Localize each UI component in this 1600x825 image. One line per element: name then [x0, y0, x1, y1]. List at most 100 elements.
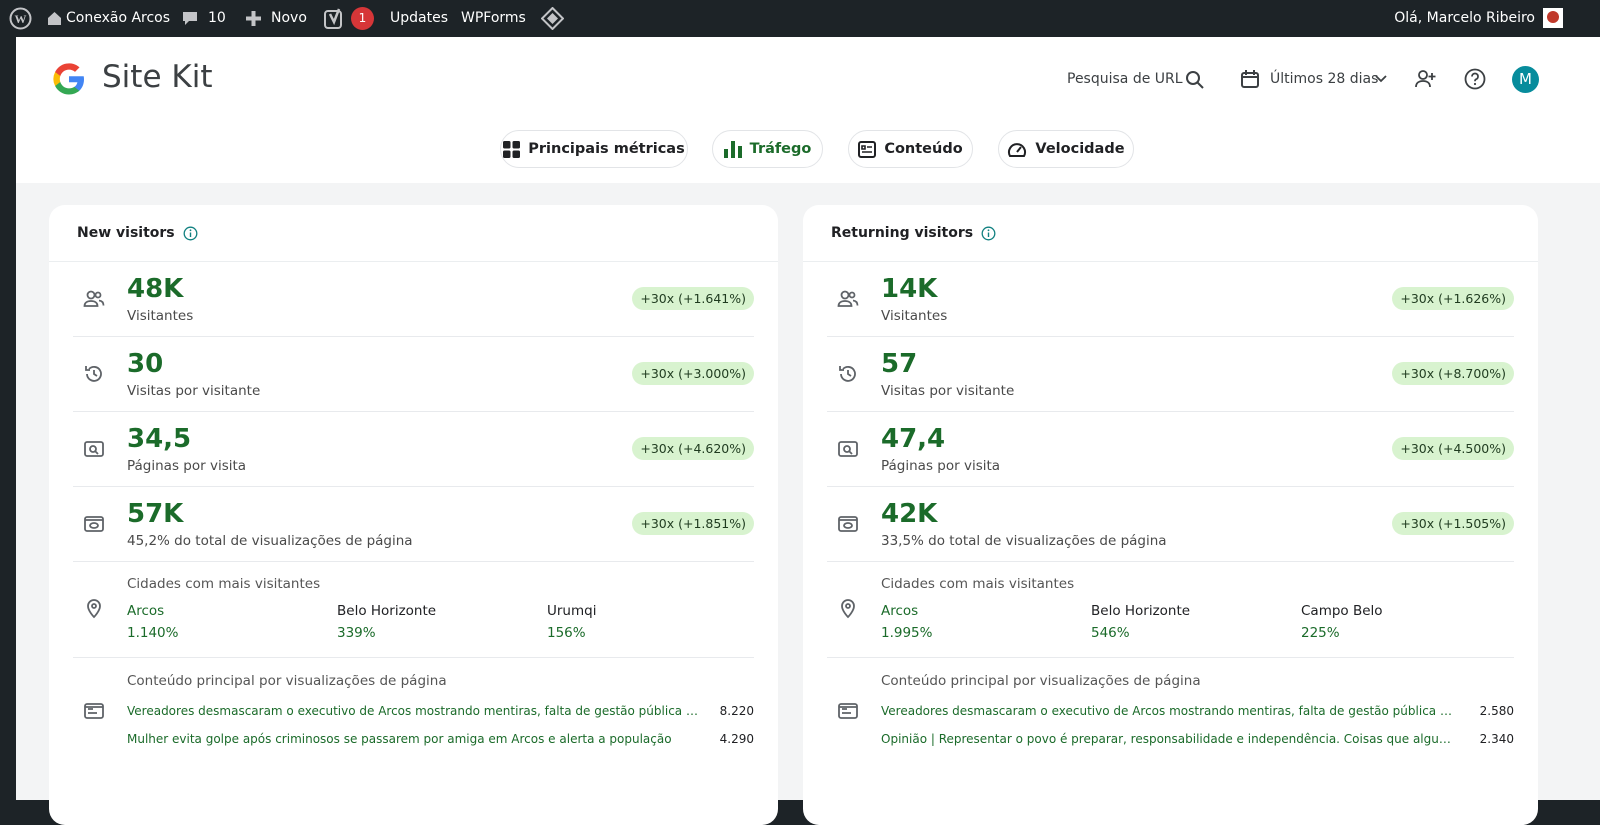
location-icon	[841, 599, 855, 619]
header: Site Kit Pesquisa de URL Últimos 28 dias…	[16, 37, 1600, 183]
metric-value: 30	[127, 349, 164, 379]
updates-link[interactable]: Updates	[390, 10, 448, 26]
change-badge: +30x (+3.000%)	[632, 362, 754, 385]
wpforms-link[interactable]: WPForms	[461, 10, 526, 26]
content-link[interactable]: Mulher evita golpe após criminosos se pa…	[127, 732, 672, 746]
tab[interactable]: Velocidade	[998, 130, 1134, 168]
metric-row: 34,5 Páginas por visita +30x (+4.620%)	[73, 412, 754, 487]
city-value: 546%	[1091, 625, 1130, 641]
city-value: 1.995%	[881, 625, 933, 641]
calendar-icon[interactable]	[1240, 69, 1260, 89]
card-header: Returning visitors	[803, 205, 1538, 262]
change-badge: +30x (+4.620%)	[632, 437, 754, 460]
help-icon[interactable]	[1464, 68, 1486, 90]
site-link[interactable]: Conexão Arcos	[66, 10, 171, 26]
widget-card: Returning visitors 14K Visitantes +30x (+1.…	[803, 205, 1538, 825]
content-section: Conteúdo principal por visualizações de …	[73, 658, 754, 768]
comments-count[interactable]: 10	[208, 10, 226, 26]
content-views: 2.340	[1479, 732, 1514, 746]
metric-icon	[839, 366, 856, 382]
change-badge: +30x (+1.851%)	[632, 512, 754, 535]
account-avatar[interactable]: M	[1512, 66, 1539, 93]
change-badge: +30x (+1.505%)	[1392, 512, 1514, 535]
home-icon	[48, 12, 61, 25]
tab-icon	[858, 140, 877, 158]
date-range[interactable]: Últimos 28 dias	[1270, 71, 1379, 87]
metric-icon	[837, 290, 859, 307]
card-body: 48K Visitantes +30x (+1.641%) 30 Visitas por…	[49, 262, 778, 768]
info-icon[interactable]	[183, 226, 198, 241]
city-name[interactable]: Belo Horizonte	[337, 603, 437, 619]
metric-row: 57K 45,2% do total de visualizações de pá…	[73, 487, 754, 562]
metric-row: 48K Visitantes +30x (+1.641%)	[73, 262, 754, 337]
tab-label: Conteúdo	[884, 141, 963, 157]
tab-active[interactable]: Tráfego	[712, 130, 823, 168]
card-title: Returning visitors	[831, 225, 974, 241]
metric-label: Visitantes	[881, 308, 948, 324]
metric-label: 45,2% do total de visualizações de págin…	[127, 533, 413, 549]
info-icon[interactable]	[981, 226, 996, 241]
tab-icon	[1008, 142, 1027, 157]
change-badge: +30x (+1.626%)	[1392, 287, 1514, 310]
card-header: New visitors	[49, 205, 778, 262]
metric-icon	[84, 441, 104, 457]
metric-value: 34,5	[127, 424, 192, 454]
city-value: 339%	[337, 625, 376, 641]
metric-row: 30 Visitas por visitante +30x (+3.000%)	[73, 337, 754, 412]
new-link[interactable]: Novo	[271, 10, 307, 26]
metric-icon	[85, 366, 102, 382]
metric-label: Páginas por visita	[881, 458, 1001, 474]
city-name[interactable]: Belo Horizonte	[1091, 603, 1191, 619]
plugin-icon[interactable]	[541, 7, 564, 30]
add-user-icon[interactable]	[1415, 69, 1437, 89]
main: Site Kit Pesquisa de URL Últimos 28 dias…	[16, 37, 1600, 825]
metric-row: 14K Visitantes +30x (+1.626%)	[827, 262, 1514, 337]
tab-icon	[503, 140, 521, 158]
metric-value: 57K	[127, 499, 184, 529]
city-name[interactable]: Campo Belo	[1301, 603, 1383, 619]
google-logo	[53, 63, 84, 95]
change-badge: +30x (+4.500%)	[1392, 437, 1514, 460]
wp-logo[interactable]: W	[9, 7, 32, 30]
content-title: Conteúdo principal por visualizações de …	[127, 673, 447, 689]
content-section: Conteúdo principal por visualizações de …	[827, 658, 1514, 768]
content-views: 4.290	[719, 732, 754, 746]
tab[interactable]: Conteúdo	[848, 130, 973, 168]
city-name[interactable]: Urumqi	[547, 603, 597, 619]
metric-label: Visitas por visitante	[127, 383, 261, 399]
change-badge: +30x (+8.700%)	[1392, 362, 1514, 385]
tab-icon	[723, 140, 742, 158]
tab-label: Tráfego	[749, 141, 812, 157]
url-search[interactable]: Pesquisa de URL	[1067, 71, 1183, 87]
content-views: 2.580	[1479, 704, 1514, 718]
user-avatar[interactable]	[1543, 8, 1563, 28]
metric-row: 42K 33,5% do total de visualizações de pá…	[827, 487, 1514, 562]
content-link[interactable]: Vereadores desmascaram o executivo de Ar…	[881, 704, 1456, 718]
metric-icon	[84, 516, 104, 532]
city-name[interactable]: Arcos	[881, 603, 919, 619]
yoast-icon[interactable]	[324, 8, 344, 30]
metric-icon	[838, 516, 858, 532]
widget-card: New visitors 48K Visitantes +30x (+1.641%) 3…	[49, 205, 778, 825]
metric-label: Visitantes	[127, 308, 194, 324]
tab[interactable]: Principais métricas	[500, 130, 688, 168]
plus-icon	[246, 11, 261, 26]
cities-section: Cidades com mais visitantes Arcos 1.995% Be…	[827, 562, 1514, 658]
search-icon[interactable]	[1185, 70, 1205, 90]
chevron-icon[interactable]	[1375, 75, 1387, 83]
metric-row: 47,4 Páginas por visita +30x (+4.500%)	[827, 412, 1514, 487]
city-value: 156%	[547, 625, 586, 641]
metric-value: 14K	[881, 274, 938, 304]
content-icon	[84, 703, 104, 719]
card-title: New visitors	[77, 225, 175, 241]
logo-text: Site Kit	[102, 59, 213, 95]
cities-title: Cidades com mais visitantes	[127, 576, 321, 592]
greeting[interactable]: Olá, Marcelo Ribeiro	[1394, 10, 1535, 26]
content-link[interactable]: Opinião | Representar o povo é preparar,…	[881, 732, 1456, 746]
metric-value: 47,4	[881, 424, 946, 454]
content-icon	[838, 703, 858, 719]
city-name[interactable]: Arcos	[127, 603, 165, 619]
content-link[interactable]: Vereadores desmascaram o executivo de Ar…	[127, 704, 702, 718]
city-value: 225%	[1301, 625, 1340, 641]
yoast-badge: 1	[351, 7, 374, 30]
